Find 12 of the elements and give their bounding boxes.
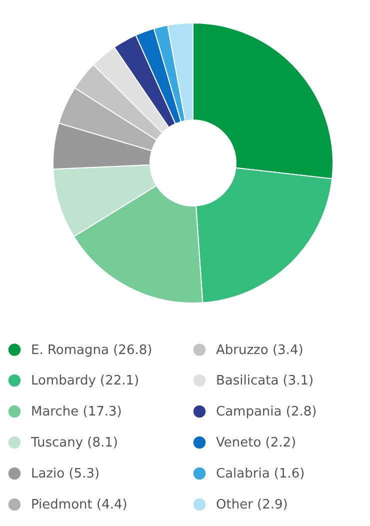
- legend-label: Other (2.9): [216, 498, 288, 512]
- legend-label: Marche (17.3): [31, 404, 122, 420]
- legend-label: Veneto (2.2): [216, 436, 296, 450]
- legend-label: Piedmont (4.4): [31, 498, 128, 512]
- legend-label: E. Romagna (26.8): [31, 342, 152, 358]
- legend-label: Lazio (5.3): [31, 466, 100, 482]
- legend-label: Basilicata (3.1): [216, 374, 314, 388]
- legend-label: Abruzzo (3.4): [216, 342, 304, 358]
- legend-label: Calabria (1.6): [216, 466, 305, 482]
- legend-label: Lombardy (22.1): [31, 374, 140, 388]
- legend-label: Campania (2.8): [216, 404, 317, 420]
- legend-label: Tuscany (8.1): [30, 436, 118, 450]
